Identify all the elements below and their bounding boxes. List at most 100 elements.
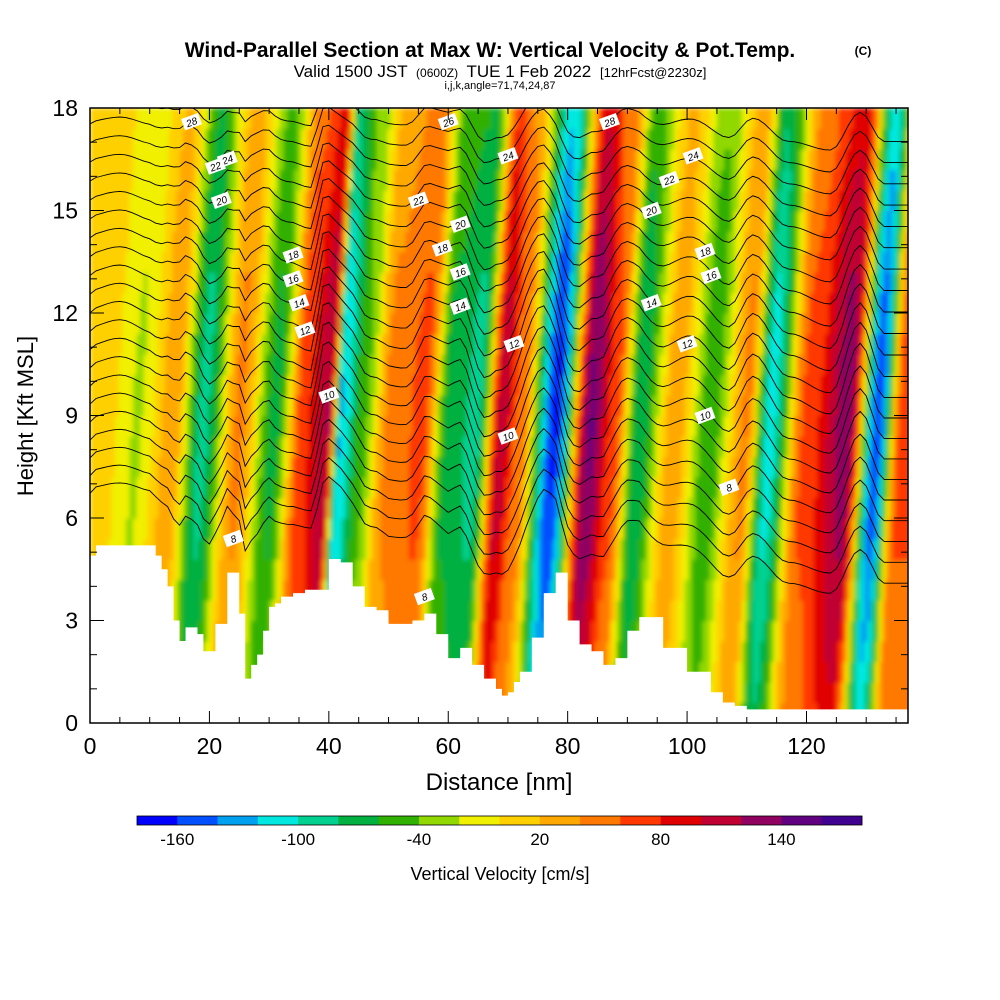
velocity-cell: [330, 436, 335, 458]
velocity-cell: [244, 641, 249, 663]
velocity-cell: [330, 415, 335, 437]
velocity-cell: [648, 477, 654, 499]
velocity-cell: [315, 149, 321, 171]
velocity-cell: [609, 497, 614, 519]
velocity-cell: [523, 333, 528, 355]
velocity-cell: [208, 559, 213, 581]
velocity-cell: [251, 538, 256, 560]
velocity-cell: [362, 477, 367, 499]
velocity-cell: [190, 436, 195, 458]
velocity-cell: [269, 313, 274, 335]
velocity-cell: [247, 620, 253, 642]
velocity-cell: [645, 333, 650, 355]
velocity-cell: [265, 374, 270, 396]
velocity-cell: [448, 641, 453, 663]
velocity-cell: [566, 313, 571, 335]
velocity-cell: [147, 149, 152, 171]
velocity-cell: [494, 108, 500, 130]
velocity-cell: [218, 128, 224, 150]
velocity-cell: [408, 231, 414, 253]
velocity-cell: [638, 497, 643, 519]
velocity-cell: [383, 559, 389, 581]
velocity-cell: [423, 538, 428, 560]
velocity-cell: [111, 477, 116, 499]
velocity-cell: [473, 456, 478, 478]
velocity-cell: [501, 559, 507, 581]
velocity-cell: [129, 210, 134, 232]
velocity-cell: [501, 456, 507, 478]
velocity-cell: [251, 169, 256, 191]
velocity-cell: [587, 108, 593, 130]
velocity-cell: [634, 600, 639, 622]
velocity-cell: [161, 313, 167, 335]
velocity-cell: [247, 313, 253, 335]
velocity-cell: [93, 292, 98, 314]
velocity-cell: [408, 251, 414, 273]
velocity-cell: [598, 620, 604, 642]
velocity-cell: [190, 149, 195, 171]
velocity-cell: [312, 292, 317, 314]
velocity-cell: [505, 231, 510, 253]
velocity-cell: [469, 579, 475, 601]
velocity-cell: [462, 436, 467, 458]
velocity-cell: [150, 251, 156, 273]
velocity-cell: [215, 456, 220, 478]
velocity-cell: [580, 559, 586, 581]
velocity-cell: [333, 313, 338, 335]
velocity-cell: [537, 620, 543, 642]
velocity-cell: [652, 108, 657, 130]
velocity-cell: [183, 333, 188, 355]
velocity-cell: [430, 272, 435, 294]
velocity-cell: [648, 538, 654, 560]
velocity-cell: [158, 477, 163, 499]
velocity-cell: [90, 456, 95, 478]
velocity-cell: [484, 128, 489, 150]
velocity-cell: [258, 231, 263, 253]
velocity-cell: [509, 128, 514, 150]
velocity-cell: [362, 538, 367, 560]
velocity-cell: [394, 210, 399, 232]
velocity-cell: [627, 169, 632, 191]
velocity-cell: [143, 354, 149, 376]
velocity-cell: [462, 620, 467, 642]
velocity-cell: [236, 559, 242, 581]
velocity-cell: [319, 190, 324, 212]
velocity-cell: [122, 518, 127, 540]
velocity-cell: [573, 354, 579, 376]
velocity-cell: [562, 190, 568, 212]
velocity-cell: [498, 600, 503, 622]
velocity-cell: [168, 149, 174, 171]
velocity-cell: [97, 190, 102, 212]
velocity-cell: [193, 395, 199, 417]
velocity-cell: [100, 395, 106, 417]
velocity-cell: [616, 641, 621, 663]
velocity-cell: [308, 456, 313, 478]
velocity-cell: [261, 374, 267, 396]
velocity-cell: [118, 231, 124, 253]
velocity-cell: [175, 415, 181, 437]
velocity-cell: [627, 190, 632, 212]
velocity-cell: [598, 190, 604, 212]
velocity-cell: [645, 415, 650, 437]
velocity-cell: [519, 169, 525, 191]
velocity-cell: [616, 456, 621, 478]
velocity-cell: [638, 292, 643, 314]
velocity-cell: [136, 108, 141, 130]
velocity-cell: [261, 600, 267, 622]
velocity-cell: [269, 149, 274, 171]
velocity-cell: [322, 292, 328, 314]
velocity-cell: [380, 395, 385, 417]
velocity-cell: [319, 292, 324, 314]
velocity-cell: [294, 108, 299, 130]
velocity-cell: [587, 477, 593, 499]
velocity-cell: [466, 518, 471, 540]
velocity-cell: [516, 600, 521, 622]
velocity-cell: [197, 415, 202, 437]
velocity-cell: [419, 210, 424, 232]
velocity-cell: [390, 436, 396, 458]
velocity-cell: [426, 169, 432, 191]
velocity-cell: [297, 559, 303, 581]
velocity-cell: [276, 231, 281, 253]
velocity-cell: [609, 333, 614, 355]
velocity-cell: [516, 518, 521, 540]
